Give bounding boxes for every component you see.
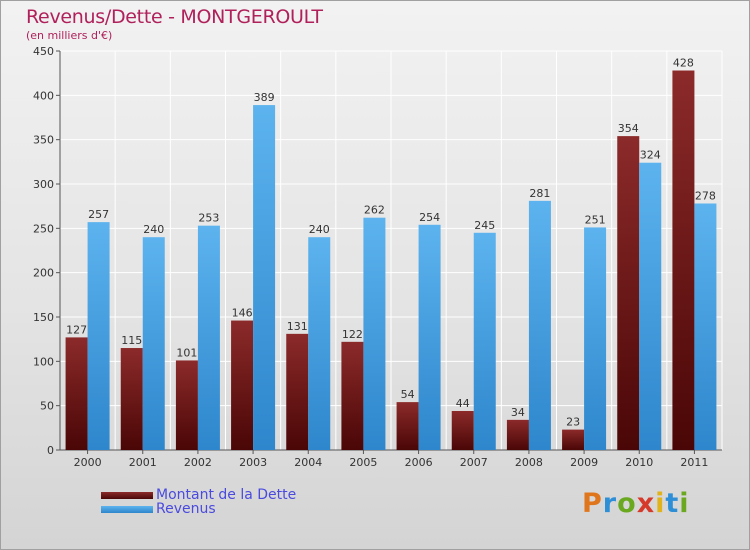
logo-letter: i <box>655 488 666 519</box>
data-label-debt: 131 <box>287 320 308 333</box>
x-tick-label: 2002 <box>184 456 212 469</box>
bar-revenus <box>694 203 717 450</box>
bar-revenus <box>87 222 110 450</box>
legend-swatch-debt <box>101 492 153 499</box>
y-tick-label: 200 <box>33 267 54 280</box>
bar-revenus <box>308 237 331 450</box>
data-label-revenus: 262 <box>364 204 385 217</box>
data-label-revenus: 254 <box>419 211 440 224</box>
logo-letter: P <box>582 488 603 519</box>
data-labels: 127 257 115 240 101 253 146 389 131 240 122 262 54 25… <box>66 57 716 429</box>
legend-label-debt: Montant de la Dette <box>156 487 297 503</box>
bar-revenus <box>418 224 441 450</box>
logo-letter: i <box>679 488 690 519</box>
data-label-debt: 23 <box>566 416 580 429</box>
y-tick-label: 300 <box>33 178 54 191</box>
grid-lines <box>59 50 723 451</box>
bar-debt <box>120 348 143 450</box>
bar-revenus <box>142 237 165 450</box>
x-tick-label: 2007 <box>460 456 488 469</box>
bar-debt <box>506 419 529 450</box>
y-tick-label: 100 <box>33 355 54 368</box>
data-label-debt: 115 <box>121 334 142 347</box>
data-label-debt: 34 <box>511 406 525 419</box>
data-label-revenus: 281 <box>529 187 550 200</box>
data-label-revenus: 257 <box>88 208 109 221</box>
chart-subtitle: (en milliers d'€) <box>26 29 113 42</box>
data-label-revenus: 389 <box>254 91 275 104</box>
data-label-revenus: 251 <box>585 213 606 226</box>
bar-debt <box>617 136 640 450</box>
bar-revenus <box>473 232 496 450</box>
logo-letter: r <box>602 488 618 519</box>
x-tick-label: 2010 <box>625 456 653 469</box>
chart-title: Revenus/Dette - MONTGEROULT <box>26 6 323 28</box>
y-tick-label: 150 <box>33 311 54 324</box>
bar-debt <box>672 70 695 451</box>
x-tick-label: 2004 <box>294 456 322 469</box>
data-label-revenus: 253 <box>198 212 219 225</box>
bar-revenus <box>528 200 551 450</box>
data-label-debt: 127 <box>66 323 87 336</box>
y-tick-label: 250 <box>33 222 54 235</box>
data-label-revenus: 324 <box>640 149 661 162</box>
bar-debt <box>175 360 198 450</box>
y-tick-label: 350 <box>33 134 54 147</box>
bar-debt <box>341 341 364 450</box>
proxiti-logo: Proxiti <box>582 488 690 519</box>
x-tick-label: 2003 <box>239 456 267 469</box>
data-label-debt: 122 <box>342 328 363 341</box>
data-label-debt: 146 <box>232 307 253 320</box>
bar-revenus <box>584 227 607 450</box>
data-label-revenus: 240 <box>309 223 330 236</box>
x-tick-label: 2001 <box>129 456 157 469</box>
data-label-debt: 101 <box>176 346 197 359</box>
logo-letter: t <box>665 488 680 519</box>
data-label-debt: 428 <box>673 57 694 70</box>
bar-debt <box>396 402 419 450</box>
x-tick-label: 2008 <box>515 456 543 469</box>
bar-debt <box>451 410 474 450</box>
bar-debt <box>65 337 88 450</box>
data-label-debt: 44 <box>456 397 470 410</box>
bar-debt <box>286 333 309 450</box>
y-tick-label: 450 <box>33 45 54 58</box>
x-tick-label: 2011 <box>680 456 708 469</box>
data-label-debt: 54 <box>401 388 415 401</box>
bar-revenus <box>639 162 662 450</box>
x-tick-label: 2005 <box>349 456 377 469</box>
bar-debt <box>562 429 585 450</box>
logo-letter: x <box>636 488 656 519</box>
y-tick-label: 0 <box>47 444 54 457</box>
bar-revenus <box>363 217 386 450</box>
logo-letter: o <box>617 488 637 519</box>
bar-revenus <box>253 105 276 450</box>
data-label-revenus: 240 <box>143 223 164 236</box>
y-tick-label: 400 <box>33 89 54 102</box>
bar-debt <box>231 320 254 450</box>
data-label-revenus: 278 <box>695 190 716 203</box>
bar-revenus <box>197 225 220 450</box>
legend-label-revenus: Revenus <box>156 501 216 517</box>
bars <box>65 70 717 451</box>
data-label-revenus: 245 <box>474 219 495 232</box>
data-label-debt: 354 <box>618 122 639 135</box>
x-tick-label: 2000 <box>74 456 102 469</box>
x-tick-label: 2006 <box>405 456 433 469</box>
x-tick-label: 2009 <box>570 456 598 469</box>
y-tick-label: 50 <box>40 400 54 413</box>
axes: 0 50 100 150 200 250 300 350 400 450 2000 2001 2002 2… <box>33 45 722 469</box>
legend-swatch-revenus <box>101 506 153 513</box>
